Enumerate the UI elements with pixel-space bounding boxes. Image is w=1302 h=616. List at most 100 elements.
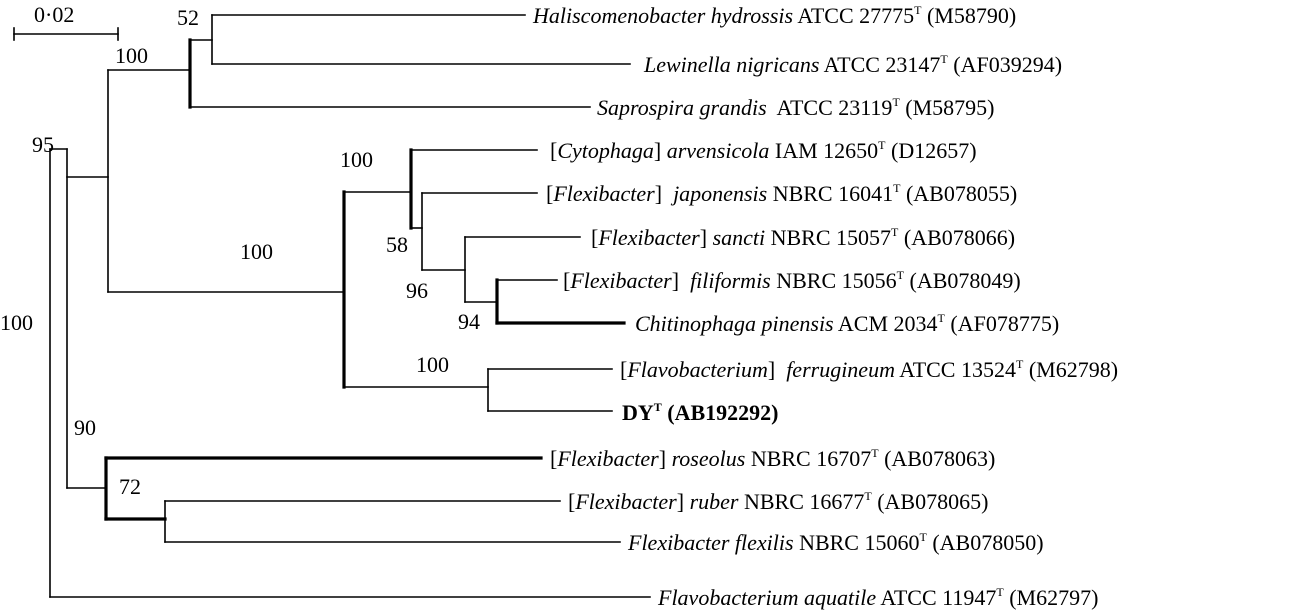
taxon-label-part: ]	[672, 268, 690, 293]
taxon-label-part: ATCC 23119	[767, 95, 893, 120]
taxon-label-part: T	[940, 52, 948, 66]
taxon-label-part: T	[919, 530, 927, 544]
taxon-label-cytophaga: [Cytophaga] arvensicola IAM 12650T (D126…	[550, 138, 977, 163]
taxon-label-part: T	[914, 3, 922, 17]
taxon-label-part: ]	[768, 357, 786, 382]
taxon-label-part: ]	[700, 225, 713, 250]
tree-branches	[49, 14, 651, 598]
taxon-label-part: (AB078065)	[872, 489, 989, 514]
bootstrap-values: 52 100 95 100 100 58 96 94 100 100 90 72	[0, 5, 480, 499]
taxon-label-part: NBRC 15057	[765, 225, 891, 250]
taxon-label-part: ATCC 27775	[793, 3, 914, 28]
taxon-label-part: sancti	[713, 225, 766, 250]
taxon-label-lewinella: Lewinella nigricans ATCC 23147T (AF03929…	[643, 52, 1062, 77]
taxon-label-part: [	[550, 138, 557, 163]
taxon-label-japonensis: [Flexibacter] japonensis NBRC 16041T (AB…	[546, 181, 1017, 206]
taxon-label-part: (M62798)	[1023, 357, 1118, 382]
taxon-label-part: T	[893, 181, 901, 195]
taxon-label-part: ]	[659, 446, 672, 471]
taxon-label-part: (AB078066)	[898, 225, 1015, 250]
taxon-label-part: DY	[622, 400, 654, 425]
taxon-label-part: Haliscomenobacter hydrossis	[532, 3, 793, 28]
taxon-label-part: (AF039294)	[948, 52, 1062, 77]
taxon-label-part: T	[938, 311, 946, 325]
taxon-label-part: IAM 12650	[769, 138, 878, 163]
taxon-label-dy: DYT (AB192292)	[622, 400, 779, 425]
taxon-labels: Haliscomenobacter hydrossis ATCC 27775T …	[532, 3, 1118, 610]
taxon-label-part: ferrugineum	[786, 357, 895, 382]
taxon-label-part: ]	[654, 138, 667, 163]
taxon-label-filiformis: [Flexibacter] filiformis NBRC 15056T (AB…	[563, 268, 1021, 293]
bootstrap-100-cytophaga: 100	[340, 147, 373, 172]
bootstrap-72: 72	[119, 474, 141, 499]
taxon-label-saprospira: Saprospira grandis ATCC 23119T (M58795)	[597, 95, 995, 120]
taxon-label-part: [	[591, 225, 598, 250]
bootstrap-58: 58	[386, 232, 408, 257]
taxon-label-part: arvensicola	[667, 138, 770, 163]
taxon-label-part: ATCC 13524	[895, 357, 1016, 382]
bootstrap-100-inner: 100	[240, 239, 273, 264]
taxon-label-haliscomenobacter: Haliscomenobacter hydrossis ATCC 27775T …	[532, 3, 1016, 28]
taxon-label-part: T	[871, 446, 879, 460]
taxon-label-part: T	[897, 268, 905, 282]
taxon-label-part: Cytophaga	[557, 138, 654, 163]
taxon-label-roseolus: [Flexibacter] roseolus NBRC 16707T (AB07…	[550, 446, 995, 471]
taxon-label-part: [	[546, 181, 553, 206]
taxon-label-ferrugineum: [Flavobacterium] ferrugineum ATCC 13524T…	[620, 357, 1118, 382]
taxon-label-part: NBRC 16707	[745, 446, 871, 471]
taxon-label-part: Flexibacter	[597, 225, 700, 250]
taxon-label-part: Flexibacter	[574, 489, 677, 514]
taxon-label-part: Flavobacterium aquatile	[657, 585, 876, 610]
taxon-label-part: (M62797)	[1004, 585, 1099, 610]
scale-bar-label: 0·02	[34, 2, 74, 27]
taxon-label-part: NBRC 15056	[771, 268, 897, 293]
taxon-label-part: Flavobacterium	[626, 357, 768, 382]
bootstrap-100-root: 100	[0, 310, 33, 335]
taxon-label-part: T	[654, 400, 662, 414]
taxon-label-part: ATCC 11947	[876, 585, 996, 610]
taxon-label-part: T	[878, 138, 886, 152]
taxon-label-part: ruber	[690, 489, 739, 514]
taxon-label-part: filiformis	[690, 268, 771, 293]
taxon-label-part: T	[864, 489, 872, 503]
taxon-label-part: NBRC 16677	[738, 489, 864, 514]
taxon-label-part: Flexibacter	[569, 268, 672, 293]
taxon-label-part: [	[568, 489, 575, 514]
taxon-label-part: (AF078775)	[945, 311, 1059, 336]
taxon-label-part: Flexibacter	[552, 181, 655, 206]
bootstrap-94: 94	[458, 309, 480, 334]
taxon-label-part: T	[996, 585, 1004, 599]
bootstrap-100-flavobacterium: 100	[416, 352, 449, 377]
taxon-label-part: Flexibacter	[556, 446, 659, 471]
taxon-label-part: Saprospira grandis	[597, 95, 767, 120]
bootstrap-96: 96	[406, 278, 428, 303]
taxon-label-part: (AB192292)	[662, 400, 779, 425]
taxon-label-part: (M58795)	[900, 95, 995, 120]
taxon-label-part: (AB078055)	[900, 181, 1017, 206]
taxon-label-part: NBRC 16041	[767, 181, 893, 206]
taxon-label-part: Flexibacter flexilis	[627, 530, 794, 555]
taxon-label-part: (D12657)	[886, 138, 977, 163]
taxon-label-part: NBRC 15060	[794, 530, 920, 555]
taxon-label-part: Chitinophaga pinensis	[635, 311, 834, 336]
bootstrap-52: 52	[177, 5, 199, 30]
bootstrap-95: 95	[32, 132, 54, 157]
taxon-label-part: Lewinella nigricans	[643, 52, 819, 77]
taxon-label-part: T	[1016, 357, 1024, 371]
taxon-label-part: japonensis	[670, 181, 767, 206]
taxon-label-part: [	[620, 357, 627, 382]
taxon-label-part: (AB078050)	[927, 530, 1044, 555]
taxon-label-part: (AB078063)	[879, 446, 996, 471]
bootstrap-100-saprospira: 100	[115, 43, 148, 68]
taxon-label-flexilis: Flexibacter flexilis NBRC 15060T (AB0780…	[627, 530, 1044, 555]
taxon-label-part: ACM 2034	[834, 311, 938, 336]
taxon-label-ruber: [Flexibacter] ruber NBRC 16677T (AB07806…	[568, 489, 988, 514]
taxon-label-part: ]	[677, 489, 690, 514]
taxon-label-sancti: [Flexibacter] sancti NBRC 15057T (AB0780…	[591, 225, 1015, 250]
taxon-label-part: (M58790)	[921, 3, 1016, 28]
taxon-label-aquatile: Flavobacterium aquatile ATCC 11947T (M62…	[657, 585, 1098, 610]
taxon-label-part: ]	[655, 181, 673, 206]
taxon-label-part: [	[550, 446, 557, 471]
taxon-label-part: roseolus	[672, 446, 746, 471]
